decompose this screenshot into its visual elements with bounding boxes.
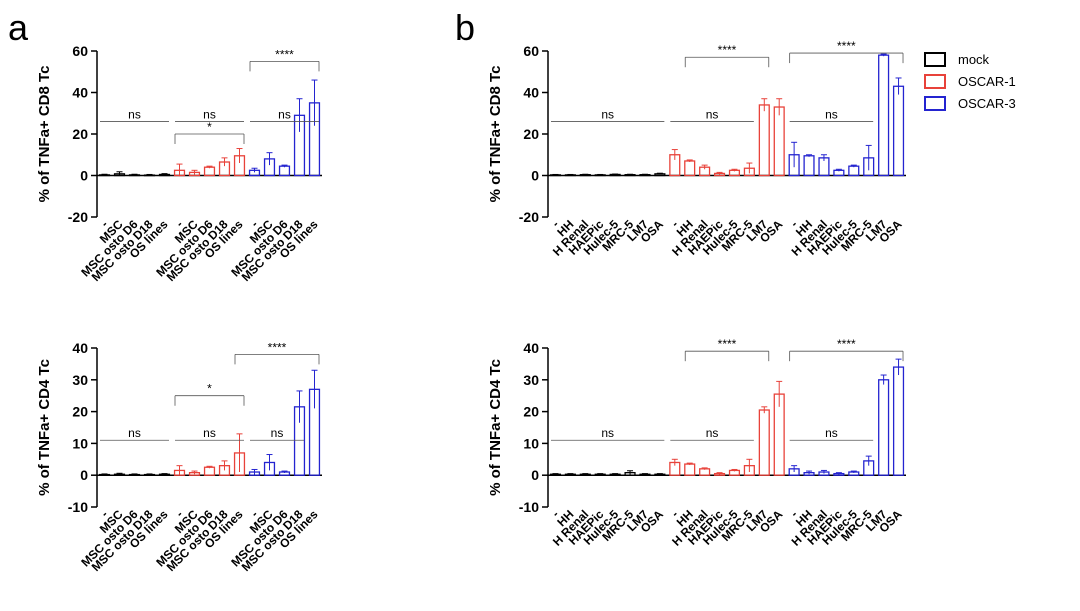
y-tick-label: 0: [80, 168, 88, 184]
y-tick-label: 60: [72, 43, 88, 59]
bar: [803, 155, 815, 177]
annotation: ns: [203, 108, 216, 122]
annotation: ****: [837, 337, 856, 351]
y-axis-title: % of TNFa+ CD8 Tc: [36, 66, 53, 203]
annotation: ****: [718, 43, 737, 57]
bar: [773, 106, 785, 177]
y-tick-label: 40: [523, 340, 539, 356]
y-tick-label: 0: [531, 467, 539, 483]
annotation: ns: [203, 426, 216, 440]
y-tick-label: -20: [519, 209, 539, 225]
y-tick-label: 20: [72, 404, 88, 420]
y-tick-label: 10: [523, 435, 539, 451]
annotation: ns: [706, 108, 719, 122]
legend-label: OSCAR-3: [958, 96, 1016, 111]
bar: [203, 466, 216, 476]
bar: [684, 160, 696, 177]
y-axis-title: % of TNFa+ CD4 Tc: [487, 359, 504, 496]
annotation: ns: [601, 108, 614, 122]
annotation: *: [207, 120, 212, 134]
legend-label: OSCAR-1: [958, 74, 1016, 89]
y-tick-label: 20: [72, 126, 88, 142]
annotation: ns: [271, 426, 284, 440]
annotation: ns: [825, 426, 838, 440]
annotation: ****: [718, 337, 737, 351]
bar: [758, 104, 770, 177]
y-tick-label: 40: [72, 340, 88, 356]
annotation: ns: [128, 108, 141, 122]
y-tick-label: 30: [523, 372, 539, 388]
y-tick-label: 40: [72, 85, 88, 101]
bar: [758, 409, 770, 476]
panel-label: a: [8, 7, 29, 48]
annotation: ns: [278, 108, 291, 122]
y-axis-title: % of TNFa+ CD8 Tc: [487, 66, 504, 203]
y-tick-label: 20: [523, 126, 539, 142]
annotation: ns: [706, 426, 719, 440]
y-tick-label: 30: [72, 372, 88, 388]
bar: [848, 165, 860, 177]
bar: [892, 85, 905, 177]
annotation: ****: [268, 340, 287, 354]
y-tick-label: -10: [68, 499, 88, 515]
annotation: ****: [837, 39, 856, 53]
legend-swatch: [924, 74, 946, 89]
annotation: *: [207, 382, 212, 396]
bar: [684, 463, 696, 476]
bar: [878, 379, 890, 476]
y-tick-label: 40: [523, 85, 539, 101]
bar: [892, 366, 905, 476]
y-tick-label: -10: [519, 499, 539, 515]
bar: [278, 165, 291, 177]
annotation: ****: [275, 47, 294, 61]
y-tick-label: 60: [523, 43, 539, 59]
bar: [878, 54, 890, 177]
y-tick-label: 20: [523, 404, 539, 420]
y-axis-title: % of TNFa+ CD4 Tc: [36, 359, 53, 496]
annotation: ns: [128, 426, 141, 440]
legend-swatch: [924, 52, 946, 67]
bar: [203, 166, 216, 177]
annotation: ns: [825, 108, 838, 122]
y-tick-label: 0: [531, 168, 539, 184]
y-tick-label: -20: [68, 209, 88, 225]
legend-swatch: [924, 96, 946, 111]
y-tick-label: 0: [80, 467, 88, 483]
y-tick-label: 10: [72, 435, 88, 451]
legend-label: mock: [958, 52, 990, 67]
panel-label: b: [455, 7, 475, 48]
annotation: ns: [601, 426, 614, 440]
